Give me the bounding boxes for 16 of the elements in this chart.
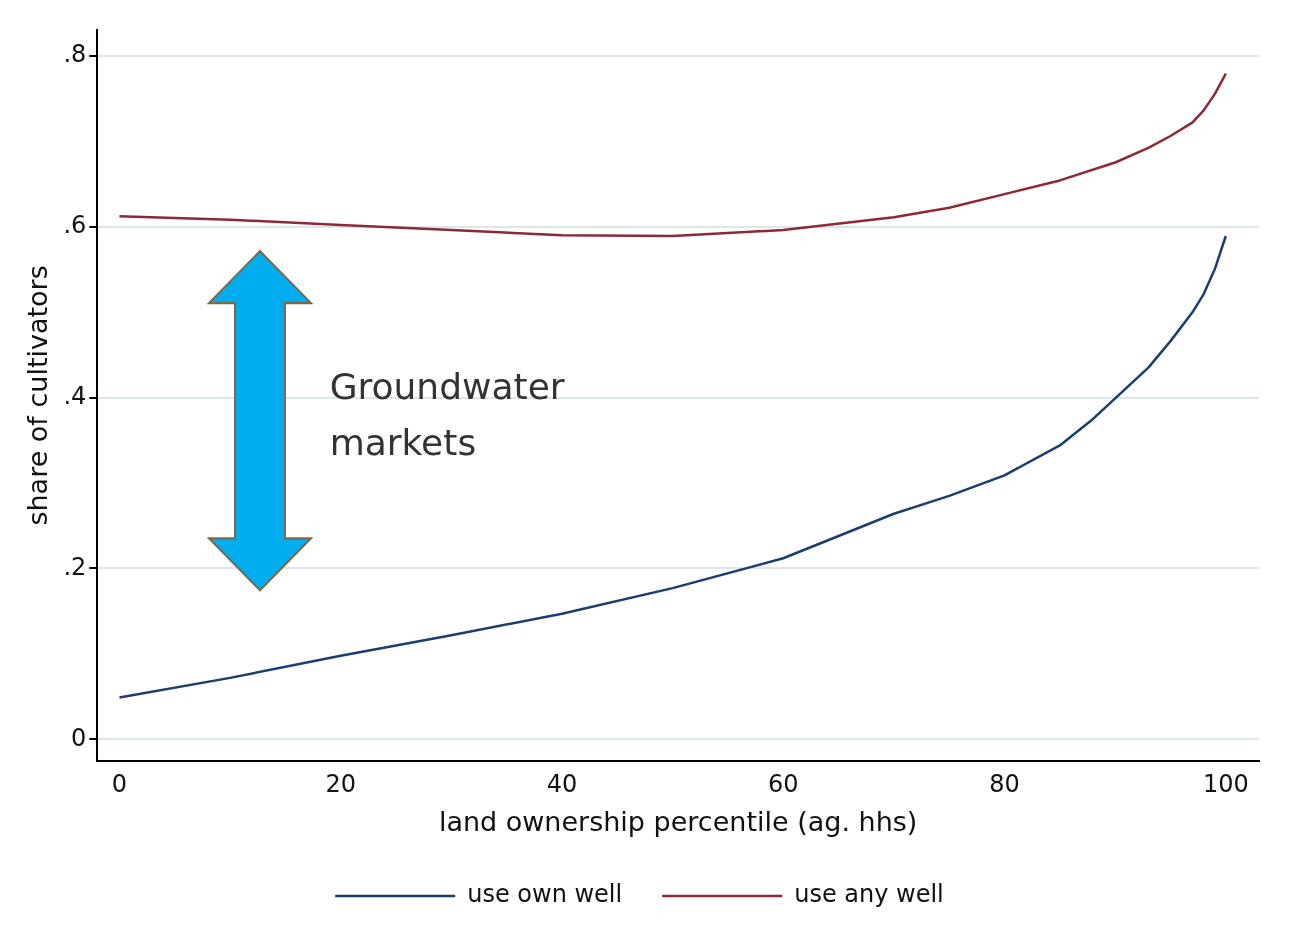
x-axis-title: land ownership percentile (ag. hhs) [438, 805, 918, 837]
x-tick-label: 100 [1202, 770, 1249, 799]
legend-label: use any well [794, 880, 944, 909]
legend-label: use own well [467, 880, 623, 909]
x-tick-label: 0 [111, 770, 128, 799]
x-tick-label: 40 [546, 770, 578, 799]
x-tick-label: 20 [325, 770, 356, 799]
y-axis-title: share of cultivators [22, 265, 54, 526]
annotation: Groundwater markets [329, 364, 566, 465]
y-tick-label: 0 [71, 723, 87, 752]
y-tick-label: .8 [63, 39, 87, 68]
x-tick-label: 80 [989, 770, 1020, 799]
y-tick-label: .6 [63, 210, 87, 239]
x-tick-label: 60 [767, 770, 799, 799]
y-tick-label: .4 [63, 381, 87, 410]
y-tick-label: .2 [63, 552, 87, 581]
